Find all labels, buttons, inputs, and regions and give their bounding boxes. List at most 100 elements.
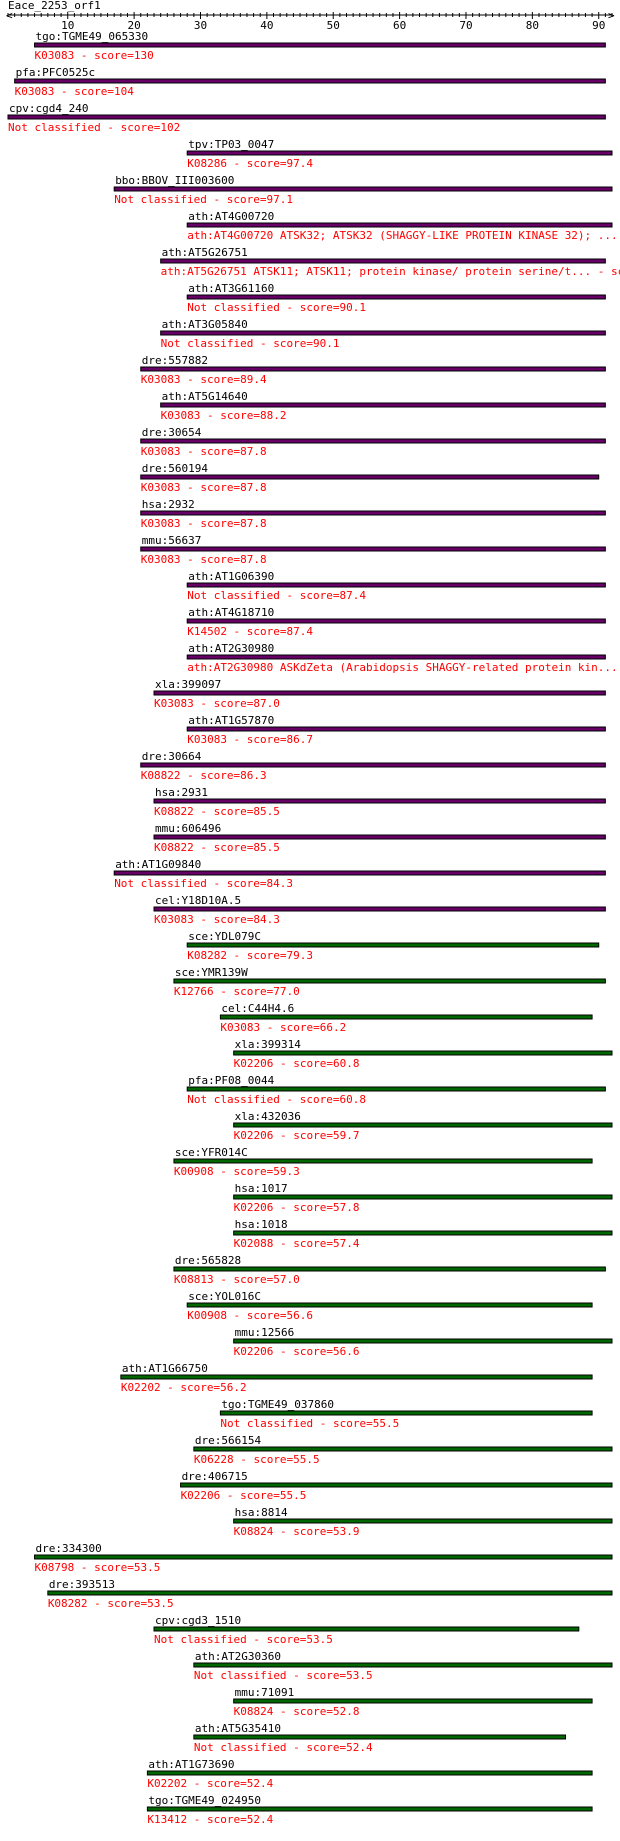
hit-gene-label[interactable]: hsa:8814 <box>235 1506 288 1519</box>
hit-alignment-bar[interactable] <box>160 402 606 408</box>
hit-annotation-link[interactable]: K08822 - score=85.5 <box>154 805 280 818</box>
hit-alignment-bar[interactable] <box>153 834 606 840</box>
hit-annotation-link[interactable]: K08798 - score=53.5 <box>35 1561 161 1574</box>
hit-alignment-bar[interactable] <box>186 582 606 588</box>
hit-annotation-link[interactable]: Not classified - score=97.1 <box>114 193 293 206</box>
hit-gene-label[interactable]: sce:YOL016C <box>188 1290 261 1303</box>
hit-row[interactable]: dre:30654 K03083 - score=87.8 <box>140 426 606 458</box>
hit-alignment-bar[interactable] <box>193 1734 567 1740</box>
hit-row[interactable]: pfa:PFC0525c K03083 - score=104 <box>14 66 606 98</box>
hit-gene-label[interactable]: dre:565828 <box>175 1254 241 1267</box>
hit-annotation-link[interactable]: Not classified - score=53.5 <box>154 1633 333 1646</box>
hit-gene-label[interactable]: tgo:TGME49_065330 <box>36 30 149 43</box>
hit-row[interactable]: mmu:71091 K08824 - score=52.8 <box>233 1686 593 1718</box>
hit-gene-label[interactable]: ath:AT4G00720 <box>188 210 274 223</box>
hit-alignment-bar[interactable] <box>186 618 606 624</box>
hit-annotation-link[interactable]: K08286 - score=97.4 <box>187 157 313 170</box>
hit-alignment-bar[interactable] <box>233 1122 613 1128</box>
hit-gene-label[interactable]: ath:AT3G05840 <box>162 318 248 331</box>
hit-gene-label[interactable]: cpv:cgd3_1510 <box>155 1614 241 1627</box>
hit-alignment-bar[interactable] <box>186 942 600 948</box>
hit-gene-label[interactable]: pfa:PFC0525c <box>16 66 95 79</box>
hit-gene-label[interactable]: sce:YFR014C <box>175 1146 248 1159</box>
hit-annotation-link[interactable]: K02088 - score=57.4 <box>234 1237 360 1250</box>
hit-gene-label[interactable]: dre:406715 <box>182 1470 248 1483</box>
hit-row[interactable]: ath:AT3G05840 Not classified - score=90.1 <box>160 318 606 350</box>
hit-alignment-bar[interactable] <box>120 1374 593 1380</box>
hit-row[interactable]: xla:432036 K02206 - score=59.7 <box>233 1110 613 1142</box>
hit-alignment-bar[interactable] <box>186 1086 606 1092</box>
hit-gene-label[interactable]: dre:560194 <box>142 462 209 475</box>
hit-gene-label[interactable]: xla:432036 <box>235 1110 301 1123</box>
hit-row[interactable]: cpv:cgd3_1510 Not classified - score=53.5 <box>153 1614 580 1646</box>
hit-annotation-link[interactable]: K03083 - score=88.2 <box>161 409 287 422</box>
hit-gene-label[interactable]: dre:393513 <box>49 1578 115 1591</box>
hit-row[interactable]: cpv:cgd4_240 Not classified - score=102 <box>7 102 606 134</box>
hit-annotation-link[interactable]: K03083 - score=89.4 <box>141 373 267 386</box>
hit-annotation-link[interactable]: K02206 - score=60.8 <box>234 1057 360 1070</box>
hit-row[interactable]: ath:AT1G66750 K02202 - score=56.2 <box>120 1362 593 1394</box>
hit-annotation-link[interactable]: K03083 - score=84.3 <box>154 913 280 926</box>
hit-row[interactable]: cel:Y18D10A.5 K03083 - score=84.3 <box>153 894 606 926</box>
hit-alignment-bar[interactable] <box>219 1410 593 1416</box>
hit-annotation-link[interactable]: K03083 - score=87.0 <box>154 697 280 710</box>
hit-gene-label[interactable]: sce:YMR139W <box>175 966 248 979</box>
hit-annotation-link[interactable]: Not classified - score=102 <box>8 121 180 134</box>
hit-annotation-link[interactable]: K02206 - score=59.7 <box>234 1129 360 1142</box>
hit-annotation-link[interactable]: K08824 - score=52.8 <box>234 1705 360 1718</box>
hit-alignment-bar[interactable] <box>173 1266 606 1272</box>
hit-row[interactable]: sce:YMR139W K12766 - score=77.0 <box>173 966 606 998</box>
hit-alignment-bar[interactable] <box>173 1158 593 1164</box>
hit-annotation-link[interactable]: K03083 - score=87.8 <box>141 481 267 494</box>
hit-alignment-bar[interactable] <box>186 150 613 156</box>
hit-alignment-bar[interactable] <box>153 906 606 912</box>
hit-annotation-link[interactable]: ath:AT2G30980 ASKdZeta (Arabidopsis SHAG… <box>187 661 620 674</box>
hit-alignment-bar[interactable] <box>233 1194 613 1200</box>
hit-gene-label[interactable]: cel:Y18D10A.5 <box>155 894 241 907</box>
hit-annotation-link[interactable]: K03083 - score=104 <box>15 85 135 98</box>
hit-annotation-link[interactable]: K03083 - score=87.8 <box>141 517 267 530</box>
hit-gene-label[interactable]: hsa:1017 <box>235 1182 288 1195</box>
hit-alignment-bar[interactable] <box>140 366 606 372</box>
hit-row[interactable]: tgo:TGME49_037860 Not classified - score=… <box>219 1398 593 1430</box>
hit-alignment-bar[interactable] <box>186 294 606 300</box>
hit-row[interactable]: ath:AT2G30980 ath:AT2G30980 ASKdZeta (Ara… <box>186 642 620 674</box>
hit-alignment-bar[interactable] <box>186 1302 593 1308</box>
hit-annotation-link[interactable]: ath:AT5G26751 ATSK11; ATSK11; protein ki… <box>161 265 620 278</box>
hit-annotation-link[interactable]: Not classified - score=52.4 <box>194 1741 373 1754</box>
hit-annotation-link[interactable]: K03083 - score=66.2 <box>220 1021 346 1034</box>
hit-row[interactable]: ath:AT3G61160 Not classified - score=90.1 <box>186 282 606 314</box>
hit-alignment-bar[interactable] <box>140 546 606 552</box>
hit-alignment-bar[interactable] <box>180 1482 613 1488</box>
hit-row[interactable]: dre:565828 K08813 - score=57.0 <box>173 1254 606 1286</box>
hit-annotation-link[interactable]: K03083 - score=87.8 <box>141 445 267 458</box>
hit-alignment-bar[interactable] <box>160 330 606 336</box>
hit-row[interactable]: cel:C44H4.6 K03083 - score=66.2 <box>219 1002 593 1034</box>
hit-gene-label[interactable]: dre:566154 <box>195 1434 262 1447</box>
hit-annotation-link[interactable]: Not classified - score=60.8 <box>187 1093 366 1106</box>
hit-row[interactable]: dre:560194 K03083 - score=87.8 <box>140 462 600 494</box>
hit-alignment-bar[interactable] <box>47 1590 613 1596</box>
hit-gene-label[interactable]: ath:AT1G57870 <box>188 714 274 727</box>
hit-row[interactable]: ath:AT5G35410 Not classified - score=52.4 <box>193 1722 567 1754</box>
hit-row[interactable]: ath:AT4G18710 K14502 - score=87.4 <box>186 606 606 638</box>
hit-alignment-bar[interactable] <box>233 1338 613 1344</box>
hit-alignment-bar[interactable] <box>160 258 606 264</box>
hit-gene-label[interactable]: sce:YDL079C <box>188 930 261 943</box>
hit-row[interactable]: tgo:TGME49_024950 K13412 - score=52.4 <box>146 1794 593 1826</box>
hit-row[interactable]: hsa:8814 K08824 - score=53.9 <box>233 1506 613 1538</box>
hit-gene-label[interactable]: ath:AT5G14640 <box>162 390 248 403</box>
hit-gene-label[interactable]: tpv:TP03_0047 <box>188 138 274 151</box>
hit-alignment-bar[interactable] <box>140 762 606 768</box>
hit-gene-label[interactable]: ath:AT2G30360 <box>195 1650 281 1663</box>
hit-annotation-link[interactable]: K02202 - score=52.4 <box>147 1777 273 1790</box>
hit-annotation-link[interactable]: K14502 - score=87.4 <box>187 625 313 638</box>
hit-row[interactable]: hsa:1018 K02088 - score=57.4 <box>233 1218 613 1250</box>
hit-alignment-bar[interactable] <box>146 1770 593 1776</box>
hit-alignment-bar[interactable] <box>34 42 606 48</box>
hit-gene-label[interactable]: ath:AT1G66750 <box>122 1362 208 1375</box>
hit-alignment-bar[interactable] <box>153 690 606 696</box>
hit-alignment-bar[interactable] <box>140 438 606 444</box>
hit-row[interactable]: tpv:TP03_0047 K08286 - score=97.4 <box>186 138 613 170</box>
hit-alignment-bar[interactable] <box>219 1014 593 1020</box>
